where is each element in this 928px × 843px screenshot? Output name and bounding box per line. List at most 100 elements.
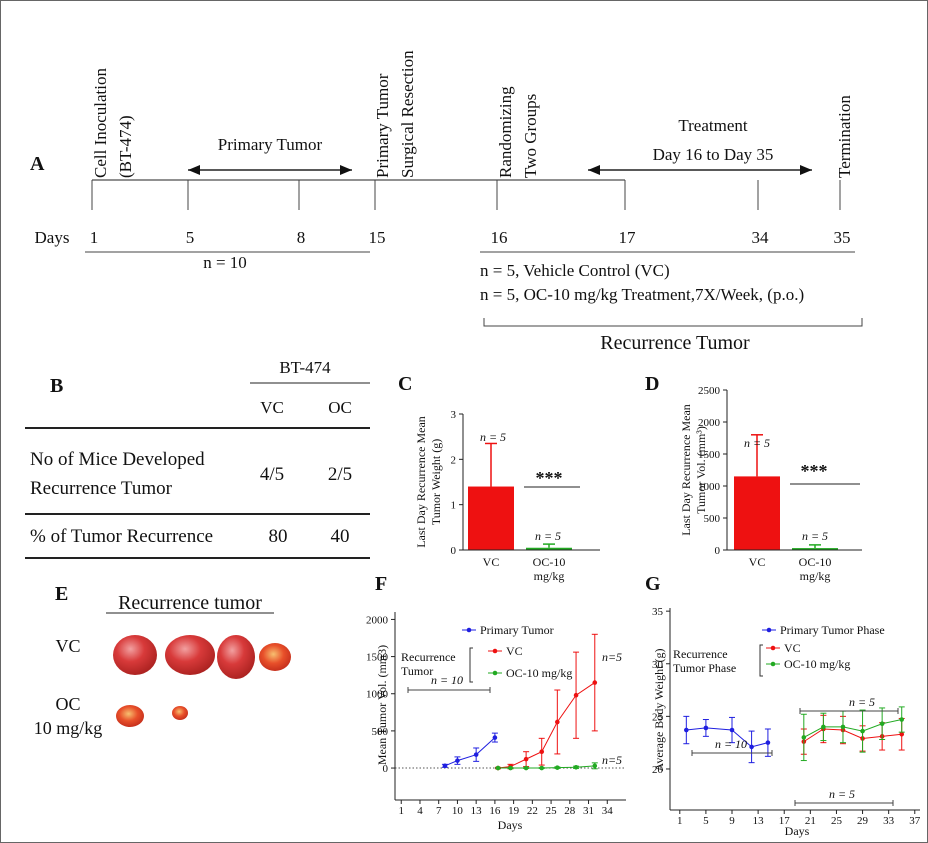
y-tick-label: 1000	[698, 481, 721, 493]
tumor-image	[217, 635, 255, 679]
y-tick-label: 1	[451, 500, 457, 512]
annotation-bracket	[794, 800, 894, 806]
x-tick-label: OC-10 mg/kg	[799, 555, 832, 583]
event-label: Randomizing Two Groups	[496, 86, 540, 178]
series-line	[803, 728, 902, 743]
event-label-line: Termination	[835, 95, 854, 178]
annotation-bracket	[799, 708, 899, 714]
legend-group: Recurrence Tumor	[401, 650, 456, 678]
bracket	[483, 318, 863, 327]
day-label: 34	[752, 228, 770, 247]
x-tick-label: 22	[527, 805, 538, 817]
row-label-line: % of Tumor Recurrence	[30, 526, 213, 547]
marker	[840, 724, 846, 730]
bar	[734, 476, 780, 550]
x-tick-label: 5	[703, 815, 709, 827]
event-label-line: Two Groups	[521, 94, 540, 178]
legend-bracket	[469, 647, 473, 683]
photo-row-label-line: VC	[55, 636, 80, 656]
marker	[879, 721, 885, 727]
x-tick-label: 34	[602, 805, 614, 817]
event-label-line: (BT-474)	[116, 115, 135, 178]
tumor-image	[172, 706, 188, 720]
event-label: Cell Inoculation (BT-474)	[91, 67, 135, 178]
event-label: Primary Tumor Surgical Resection	[373, 50, 417, 178]
x-axis-label: Days	[785, 824, 810, 838]
bar	[526, 547, 572, 550]
marker	[592, 763, 598, 769]
x-tick-label: 17	[779, 815, 791, 827]
marker	[455, 758, 460, 763]
marker	[495, 765, 501, 771]
event-label-line: Cell Inoculation	[91, 67, 110, 178]
day-label: 5	[186, 228, 195, 247]
y-axis-label: Mean Tumor Vol. (mm3)	[375, 645, 389, 765]
marker	[539, 749, 545, 754]
marker	[592, 680, 598, 685]
x-tick-label: VC	[749, 555, 766, 569]
panel-label: D	[645, 373, 659, 395]
y-tick-label: 0	[451, 545, 457, 557]
y-tick-label: 1500	[366, 652, 389, 664]
n-label: n = 10	[203, 253, 247, 272]
n-label: n = 10	[715, 737, 747, 751]
x-tick-label: 13	[753, 815, 765, 827]
photo-row-label: VC	[55, 636, 80, 656]
error-bar	[485, 442, 497, 487]
table-header: BT-474	[279, 358, 331, 377]
marker	[573, 692, 579, 698]
marker	[729, 727, 735, 733]
y-tick-label: 500	[704, 513, 721, 525]
x-tick-label-line: VC	[483, 555, 500, 569]
n-label: n = 5	[480, 430, 506, 444]
phase-label: Day 16 to Day 35	[653, 145, 774, 164]
y-tick-label: 1000	[366, 689, 389, 701]
marker	[860, 728, 865, 734]
x-tick-label: 1	[398, 805, 404, 817]
arrow-head	[188, 165, 200, 175]
phase-label: Primary Tumor	[218, 135, 323, 154]
error-bar	[751, 434, 763, 477]
panel-label: F	[375, 573, 387, 595]
annotation-bracket	[691, 750, 773, 756]
day-label: 35	[834, 228, 851, 247]
day-label: 17	[619, 228, 637, 247]
legend-marker	[492, 670, 498, 676]
panel-label: G	[645, 573, 661, 595]
legend-group-line: Tumor Phase	[673, 661, 736, 675]
n-label: n = 5	[849, 695, 875, 709]
tumor-image	[259, 643, 291, 671]
day-label: 16	[491, 228, 508, 247]
table-cell: 40	[331, 526, 350, 547]
marker	[523, 756, 529, 762]
x-tick-label: 13	[471, 805, 483, 817]
marker	[492, 735, 498, 740]
marker	[765, 740, 771, 745]
legend-label: OC-10 mg/kg	[784, 657, 850, 671]
significance: ***	[536, 468, 563, 488]
legend-marker	[770, 661, 776, 667]
x-tick-label: 31	[583, 805, 594, 817]
n-label: n = 10	[431, 673, 463, 687]
y-axis-label-line: Last Day Recurrence Mean	[679, 404, 693, 536]
x-tick-label-line: VC	[749, 555, 766, 569]
legend-group-line: Recurrence	[673, 647, 728, 661]
tumor-image	[116, 705, 144, 727]
x-tick-label: 4	[417, 805, 423, 817]
marker	[821, 724, 826, 730]
legend-label: OC-10 mg/kg	[506, 666, 572, 680]
y-axis-label-line: Last Day Recurrence Mean	[414, 416, 428, 548]
y-tick-label: 2	[451, 454, 457, 466]
day-label: 8	[297, 228, 306, 247]
legend-marker	[492, 648, 498, 654]
y-tick-label: 35	[652, 606, 664, 618]
x-axis-label: Days	[498, 818, 523, 832]
y-tick-label: 30	[652, 659, 664, 671]
table-cell: 2/5	[328, 464, 352, 485]
row-label-line: Recurrence Tumor	[30, 478, 173, 499]
y-tick-label: 25	[652, 711, 664, 723]
y-tick-label: 1500	[698, 449, 721, 461]
